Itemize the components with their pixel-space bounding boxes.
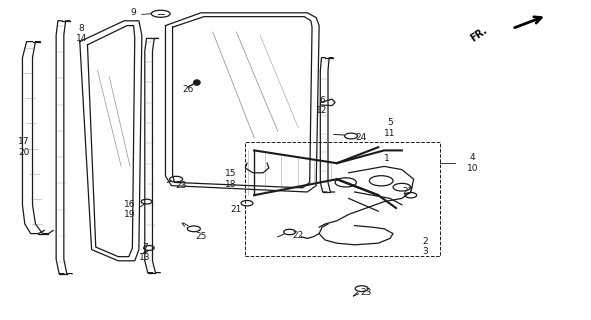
Text: FR.: FR. <box>469 25 489 43</box>
Ellipse shape <box>369 176 393 186</box>
Text: 15
18: 15 18 <box>225 170 236 189</box>
Text: 6
12: 6 12 <box>316 96 328 115</box>
Text: 1: 1 <box>384 154 390 163</box>
Text: 23: 23 <box>361 288 372 297</box>
Text: 9: 9 <box>130 8 136 17</box>
Text: 22: 22 <box>293 231 304 240</box>
Text: 5
11: 5 11 <box>384 118 396 138</box>
Text: 24: 24 <box>355 133 366 142</box>
Ellipse shape <box>193 80 200 85</box>
Text: 2
3: 2 3 <box>423 237 428 256</box>
Text: 21: 21 <box>230 205 242 214</box>
Text: 4
10: 4 10 <box>467 154 479 173</box>
Text: 25: 25 <box>195 232 207 241</box>
Ellipse shape <box>393 183 411 191</box>
Text: 27: 27 <box>402 188 414 196</box>
Text: 17
20: 17 20 <box>18 138 30 157</box>
Text: 23: 23 <box>176 181 187 190</box>
Text: 26: 26 <box>182 85 194 94</box>
Ellipse shape <box>335 178 356 187</box>
Text: 8
14: 8 14 <box>76 24 87 43</box>
Text: 16
19: 16 19 <box>124 200 136 219</box>
Text: 7
13: 7 13 <box>139 243 151 262</box>
